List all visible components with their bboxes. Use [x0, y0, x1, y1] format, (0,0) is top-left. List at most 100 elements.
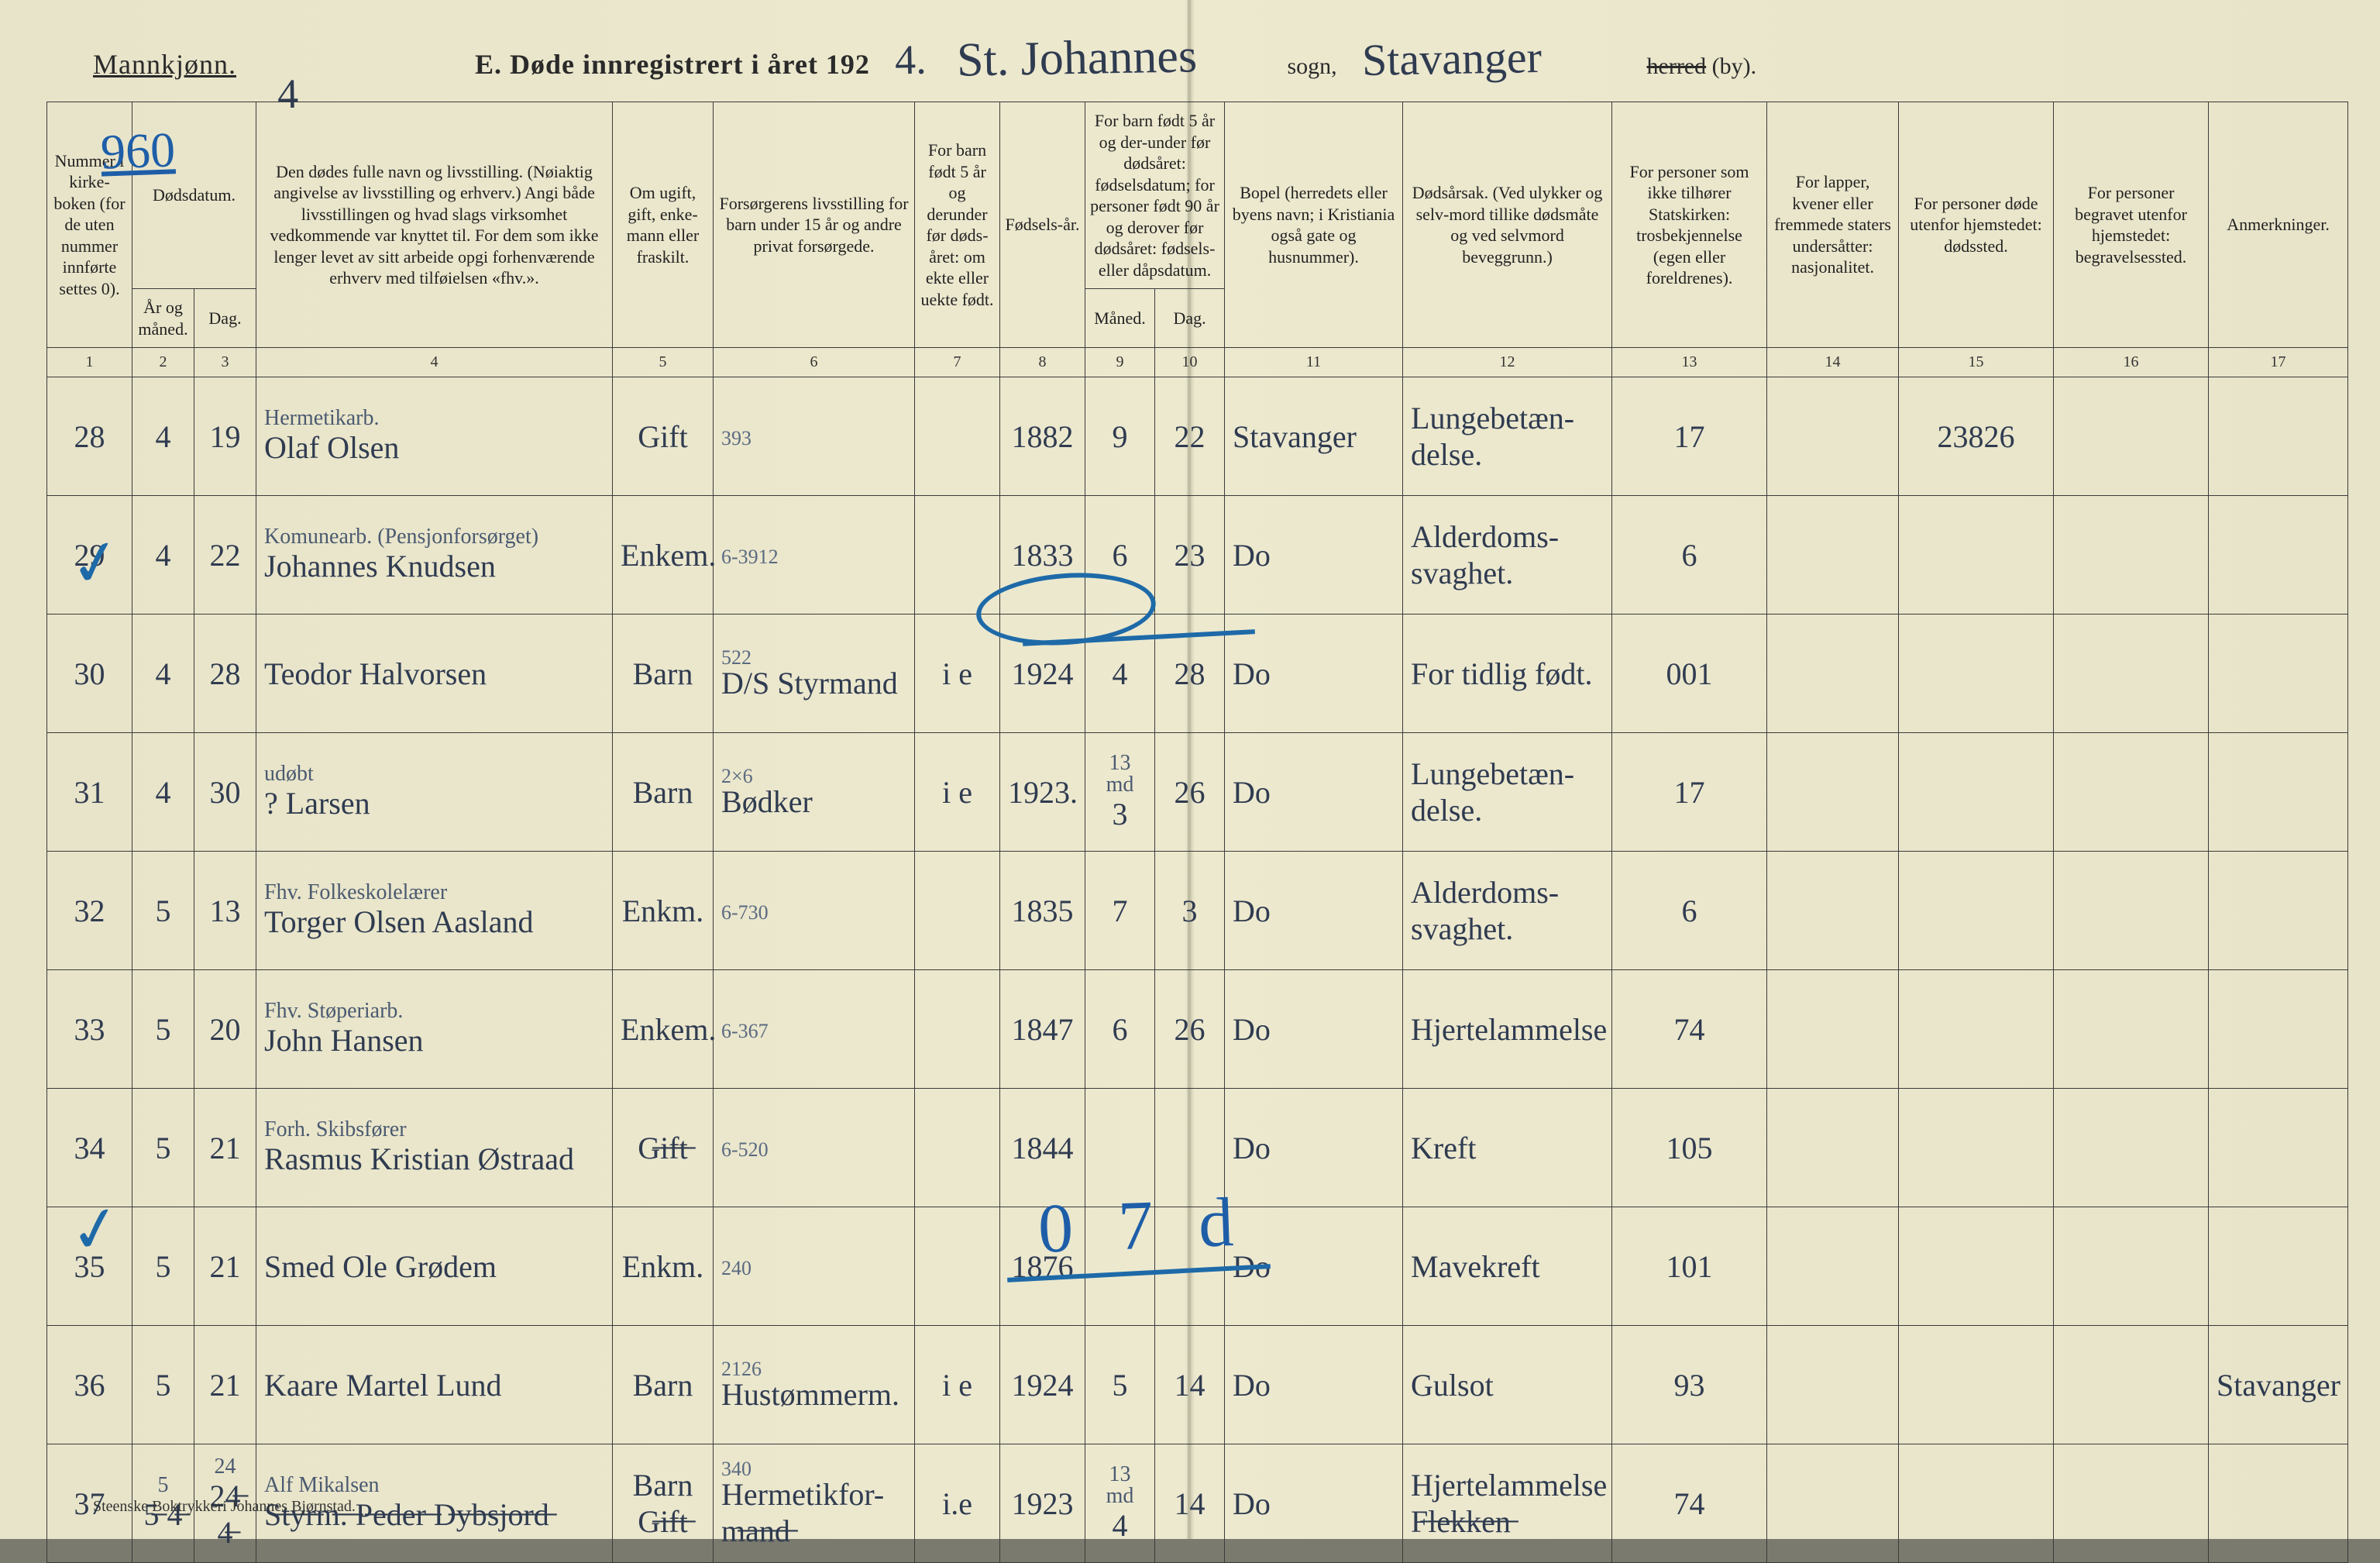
col-header: Fødsels-år. — [1000, 102, 1085, 348]
civil-status: Barn — [613, 615, 714, 733]
page-ref: 6 — [1612, 496, 1767, 615]
death-place — [1899, 1089, 2054, 1207]
birth-month: 4 — [1085, 615, 1155, 733]
parish-script: St. Johannes — [951, 29, 1204, 88]
birth-day: 22 — [1155, 377, 1225, 496]
birth-year: 1882 — [1000, 377, 1085, 496]
ledger-page: Mannkjønn. E. Døde innregistrert i året … — [0, 0, 2380, 1539]
district-label: herred (by). — [1647, 53, 1757, 80]
birth-year: 1835 — [1000, 852, 1085, 970]
residence: Do — [1225, 1089, 1403, 1207]
legitimacy — [915, 970, 1000, 1089]
col-header: Dødsårsak. (Ved ulykker og selv-mord til… — [1403, 102, 1612, 348]
burial-place — [2054, 733, 2209, 852]
legitimacy — [915, 377, 1000, 496]
birth-day: 14 — [1155, 1444, 1225, 1563]
cause-of-death: Alderdoms-svaghet. — [1403, 496, 1612, 615]
col-header: For personer som ikke tilhører Statskirk… — [1612, 102, 1767, 348]
colnum: 17 — [2209, 348, 2348, 377]
nationality — [1767, 1444, 1899, 1563]
death-month: 5 — [132, 1089, 194, 1207]
name-occupation: udøbt? Larsen — [256, 733, 613, 852]
residence: Stavanger — [1225, 377, 1403, 496]
remarks — [2209, 1207, 2348, 1326]
colnum: 2 — [132, 348, 194, 377]
civil-status: Barn — [613, 1326, 714, 1444]
name-occupation: Fhv. Støperiarb.John Hansen — [256, 970, 613, 1089]
death-month: 4 — [132, 496, 194, 615]
cause-of-death: For tidlig født. — [1403, 615, 1612, 733]
table-header: Nummer i kirke-boken (for de uten nummer… — [47, 102, 2348, 377]
death-place — [1899, 1207, 2054, 1326]
birth-month: 6 — [1085, 496, 1155, 615]
cause-of-death: Kreft — [1403, 1089, 1612, 1207]
birth-year: 1847 — [1000, 970, 1085, 1089]
birth-day: 26 — [1155, 733, 1225, 852]
remarks — [2209, 852, 2348, 970]
remarks — [2209, 1089, 2348, 1207]
provider: 240 — [714, 1207, 915, 1326]
provider: 2×6Bødker — [714, 733, 915, 852]
death-day: 22 — [194, 496, 256, 615]
legitimacy: i e — [915, 615, 1000, 733]
cause-of-death: Lungebetæn-delse. — [1403, 733, 1612, 852]
civil-status: Enkem. — [613, 496, 714, 615]
page-ref: 001 — [1612, 615, 1767, 733]
entry-number: 36 — [47, 1326, 132, 1444]
death-place: 23826 — [1899, 377, 2054, 496]
page-ref: 93 — [1612, 1326, 1767, 1444]
blue-letters-annotation: 0 7 d — [1037, 1182, 1248, 1269]
cause-of-death: Hjertelammelse F̶l̶e̶k̶k̶e̶n̶ — [1403, 1444, 1612, 1563]
cause-of-death: Alderdoms-svaghet. — [1403, 852, 1612, 970]
page-ref: 101 — [1612, 1207, 1767, 1326]
nationality — [1767, 852, 1899, 970]
burial-place — [2054, 1326, 2209, 1444]
birth-day: 26 — [1155, 970, 1225, 1089]
remarks — [2209, 496, 2348, 615]
colnum: 6 — [714, 348, 915, 377]
printer-credit: Steenske Boktrykkeri Johannes Bjørnstad. — [93, 1498, 356, 1516]
legitimacy: i e — [915, 1326, 1000, 1444]
birth-year: 1924 — [1000, 1326, 1085, 1444]
colnum: 16 — [2054, 348, 2209, 377]
death-day: 21 — [194, 1089, 256, 1207]
col-header: For barn født 5 år og derunder før døds-… — [915, 102, 1000, 348]
colnum: 11 — [1225, 348, 1403, 377]
gender-number: 4 — [270, 70, 304, 119]
legitimacy — [915, 852, 1000, 970]
provider: 340Hermetikfor-m̶a̶n̶d̶ — [714, 1444, 915, 1563]
residence: Do — [1225, 852, 1403, 970]
death-day: 13 — [194, 852, 256, 970]
birth-day: 14 — [1155, 1326, 1225, 1444]
table-row: 32513Fhv. FolkeskolelærerTorger Olsen Aa… — [47, 852, 2348, 970]
entry-number: 33 — [47, 970, 132, 1089]
burial-place — [2054, 1207, 2209, 1326]
title-prefix: E. Døde innregistrert i året 192 — [475, 48, 870, 81]
birth-day: 23 — [1155, 496, 1225, 615]
entry-number: 34 — [47, 1089, 132, 1207]
provider: 6-730 — [714, 852, 915, 970]
table-row: 30428Teodor HalvorsenBarn522D/S Styrmand… — [47, 615, 2348, 733]
colnum: 3 — [194, 348, 256, 377]
birth-month: 13 md4 — [1085, 1444, 1155, 1563]
entry-number: 28 — [47, 377, 132, 496]
nationality — [1767, 733, 1899, 852]
residence: Do — [1225, 1444, 1403, 1563]
colnum: 5 — [613, 348, 714, 377]
remarks — [2209, 1444, 2348, 1563]
colnum: 9 — [1085, 348, 1155, 377]
remarks — [2209, 970, 2348, 1089]
colnum: 8 — [1000, 348, 1085, 377]
nationality — [1767, 1207, 1899, 1326]
burial-place — [2054, 1444, 2209, 1563]
provider: 522D/S Styrmand — [714, 615, 915, 733]
death-month: 5 — [132, 1326, 194, 1444]
col-header: For personer begravet utenfor hjemstedet… — [2054, 102, 2209, 348]
page-ref: 105 — [1612, 1089, 1767, 1207]
birth-day: 3 — [1155, 852, 1225, 970]
cause-of-death: Mavekreft — [1403, 1207, 1612, 1326]
remarks — [2209, 733, 2348, 852]
death-month: 4 — [132, 377, 194, 496]
death-day: 21 — [194, 1207, 256, 1326]
legitimacy — [915, 1089, 1000, 1207]
